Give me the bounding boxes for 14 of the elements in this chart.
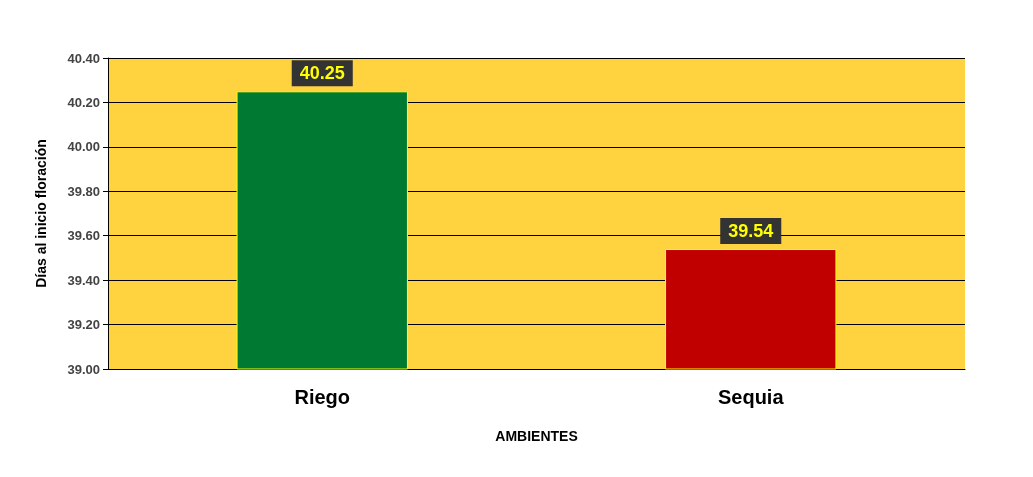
data-label: 40.25 bbox=[299, 63, 345, 84]
y-axis-title: Días al inicio floración bbox=[33, 139, 49, 288]
y-tick-label: 39.80 bbox=[67, 183, 100, 199]
x-tick-label: Riego bbox=[294, 386, 351, 408]
y-tick-label: 40.00 bbox=[67, 139, 100, 155]
y-tick-label: 40.20 bbox=[67, 94, 100, 110]
x-tick-label: Sequia bbox=[717, 386, 785, 408]
y-tick-label: 39.20 bbox=[67, 317, 100, 333]
y-tick-label: 39.00 bbox=[67, 361, 100, 377]
y-tick-label: 40.40 bbox=[67, 50, 100, 66]
y-tick-label: 39.40 bbox=[67, 272, 100, 288]
data-label: 39.54 bbox=[728, 221, 774, 242]
y-tick-label: 39.60 bbox=[67, 228, 100, 244]
x-axis-title: AMBIENTES bbox=[495, 428, 578, 444]
